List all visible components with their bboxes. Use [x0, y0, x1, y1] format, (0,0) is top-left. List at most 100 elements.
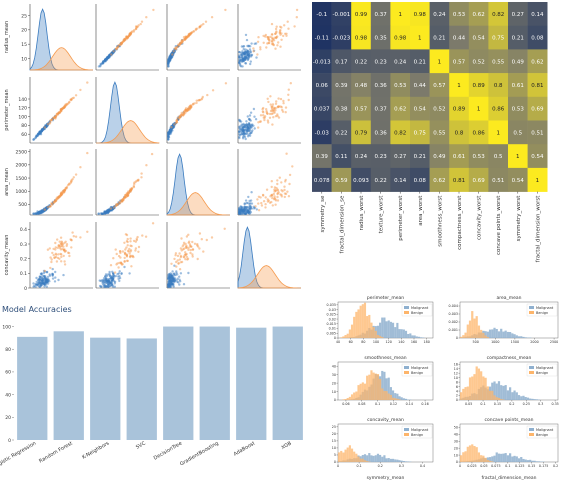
scatter-point	[137, 251, 139, 253]
scatter-point	[258, 209, 260, 211]
x-tick-label: 0.16	[421, 402, 428, 406]
scatter-point	[57, 257, 59, 259]
histogram-bar-benign	[390, 395, 392, 400]
scatter-point	[62, 274, 64, 276]
scatter-point	[246, 39, 248, 41]
histogram-bar-malignant	[386, 458, 388, 462]
y-tick-label: 0.002	[449, 320, 458, 324]
histogram-bar-benign	[360, 384, 362, 400]
histogram-bar-benign	[381, 337, 383, 338]
heatmap-cell-label: 0.24	[433, 12, 446, 18]
scatter-point	[271, 123, 273, 125]
scatter-point	[197, 245, 199, 247]
scatter-point	[282, 100, 284, 102]
histogram-bar-benign	[366, 461, 368, 462]
histogram-bar-malignant	[500, 454, 502, 462]
scatter-point	[256, 208, 258, 210]
x-tick-label: 0.2	[509, 402, 514, 406]
histogram-bar-malignant	[500, 385, 502, 400]
scatter-point	[119, 270, 121, 272]
scatter-point	[64, 263, 66, 265]
y-tick-label: 0.3	[20, 242, 27, 248]
x-tick-label: 0.25	[523, 402, 530, 406]
heatmap-cell-label: 0.69	[531, 107, 544, 113]
scatter-point	[239, 120, 241, 122]
histogram-bar-malignant	[516, 456, 518, 462]
scatter-point	[250, 55, 252, 57]
histogram-bar-malignant	[498, 331, 500, 338]
y-tick-label: 0	[334, 336, 336, 340]
scatter-point	[51, 119, 53, 121]
scatter-point	[267, 101, 269, 103]
scatter-point	[173, 280, 175, 282]
heatmap-cell-label: 0.22	[335, 130, 347, 136]
y-tick-label: 0	[456, 336, 458, 340]
accuracy-bar	[127, 338, 157, 440]
scatter-point	[187, 272, 189, 274]
histogram-bar-malignant	[407, 461, 409, 462]
scatter-point	[275, 31, 277, 33]
scatter-point	[65, 241, 67, 243]
scatter-point	[247, 56, 249, 58]
scatter-point	[257, 202, 259, 204]
scatter-point	[63, 255, 65, 257]
heatmap-cell-label: 0.98	[414, 12, 427, 18]
scatter-point	[130, 249, 132, 251]
scatter-point	[280, 39, 282, 41]
histogram-bar-benign	[373, 373, 375, 400]
scatter-point	[259, 46, 261, 48]
scatter-point	[127, 241, 129, 243]
scatter-point	[101, 62, 103, 64]
heatmap-cell-label: 0.69	[472, 178, 485, 184]
heatmap-cell-label: 0.21	[512, 36, 524, 42]
histogram-bar-benign	[362, 382, 364, 400]
heatmap-cell-label: 0.62	[433, 178, 445, 184]
scatter-point	[249, 132, 251, 134]
scatter-point	[173, 50, 175, 52]
x-tick-label: fractal_dimension_se	[339, 195, 345, 254]
histogram-bar-malignant	[525, 337, 527, 338]
scatter-point	[242, 53, 244, 55]
scatter-point	[192, 255, 194, 257]
scatter-point	[152, 9, 154, 11]
heatmap-cell-label: 0.17	[335, 59, 348, 65]
scatter-point	[174, 274, 176, 276]
scatter-point	[133, 182, 135, 184]
scatter-point	[110, 207, 112, 209]
histogram-bar-malignant	[405, 331, 407, 338]
scatter-point	[193, 30, 195, 32]
histogram-bar-benign	[487, 386, 489, 400]
histogram-bar-malignant	[513, 391, 515, 400]
histogram-bar-malignant	[536, 399, 538, 400]
histogram-bar-malignant	[370, 455, 372, 462]
scatter-point	[201, 238, 203, 240]
heatmap-cell-label: 1	[438, 59, 442, 65]
histogram-bar-benign	[351, 325, 353, 338]
histogram-fractal_dimension_mean: fractal_dimension_mean	[481, 475, 536, 481]
scatter-point	[43, 282, 45, 284]
scatter-point	[56, 113, 58, 115]
scatter-point	[46, 271, 48, 273]
scatter-point	[42, 211, 44, 213]
scatter-point	[182, 245, 184, 247]
histogram-bar-benign	[344, 450, 346, 462]
y-tick-label: 50	[454, 426, 458, 430]
scatter-point	[284, 196, 286, 198]
scatter-point	[39, 131, 41, 133]
scatter-point	[249, 114, 251, 116]
legend-swatch-benign	[529, 371, 534, 374]
scatter-point	[128, 192, 130, 194]
histogram-bar-benign	[496, 397, 498, 400]
y-tick-label: 25	[21, 13, 27, 19]
histogram-bar-malignant	[520, 336, 522, 338]
scatter-point	[127, 195, 129, 197]
x-tick-label: 0.08	[358, 402, 365, 406]
y-tick-label: 25	[332, 425, 336, 429]
y-tick-label: 5	[334, 453, 336, 457]
scatter-point	[42, 278, 44, 280]
histogram-bar-benign	[362, 304, 364, 338]
scatter-point	[130, 265, 132, 267]
legend-label: Benign	[411, 311, 423, 315]
scatter-point	[269, 117, 271, 119]
scatter-point	[44, 208, 46, 210]
